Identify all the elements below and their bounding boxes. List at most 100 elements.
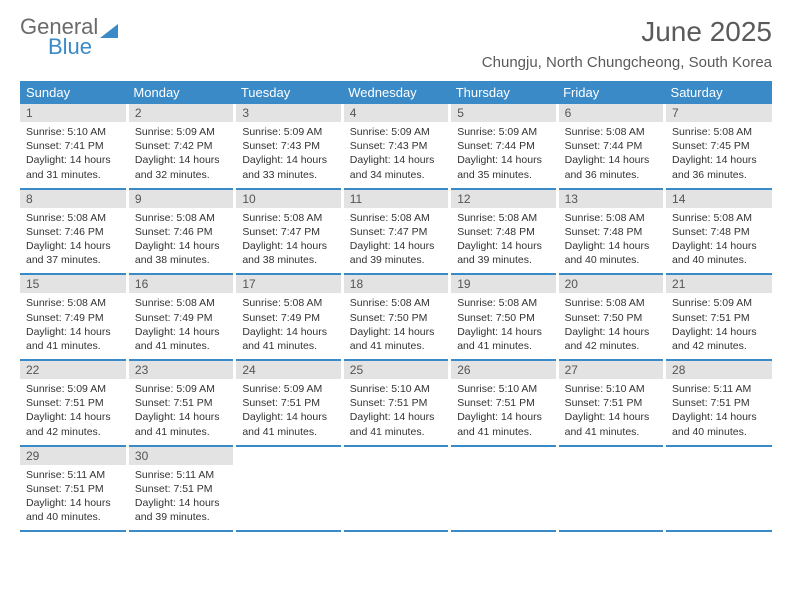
calendar-cell: 7Sunrise: 5:08 AMSunset: 7:45 PMDaylight… <box>665 104 772 189</box>
sunrise-text: Sunrise: 5:09 AM <box>350 125 442 139</box>
day-body: Sunrise: 5:09 AMSunset: 7:51 PMDaylight:… <box>666 293 772 359</box>
daylight-text: Daylight: 14 hours <box>242 153 334 167</box>
sunrise-text: Sunrise: 5:09 AM <box>242 125 334 139</box>
day-number: 12 <box>451 190 555 208</box>
sunset-text: Sunset: 7:51 PM <box>457 396 549 410</box>
daylight-text: Daylight: 14 hours <box>672 325 766 339</box>
daylight-text: and 41 minutes. <box>26 339 120 353</box>
sunset-text: Sunset: 7:49 PM <box>242 311 334 325</box>
sunrise-text: Sunrise: 5:08 AM <box>457 211 549 225</box>
sunrise-text: Sunrise: 5:08 AM <box>26 296 120 310</box>
daylight-text: Daylight: 14 hours <box>135 153 227 167</box>
sunset-text: Sunset: 7:48 PM <box>565 225 657 239</box>
day-body: Sunrise: 5:08 AMSunset: 7:48 PMDaylight:… <box>559 208 663 274</box>
daylight-text: and 41 minutes. <box>242 425 334 439</box>
day-number: 7 <box>666 104 772 122</box>
day-number: 27 <box>559 361 663 379</box>
calendar-cell: 30Sunrise: 5:11 AMSunset: 7:51 PMDayligh… <box>127 446 234 532</box>
day-body: Sunrise: 5:08 AMSunset: 7:49 PMDaylight:… <box>129 293 233 359</box>
sunrise-text: Sunrise: 5:09 AM <box>26 382 120 396</box>
sunrise-text: Sunrise: 5:08 AM <box>565 125 657 139</box>
day-body: Sunrise: 5:08 AMSunset: 7:50 PMDaylight:… <box>344 293 448 359</box>
sunset-text: Sunset: 7:51 PM <box>350 396 442 410</box>
daylight-text: and 42 minutes. <box>26 425 120 439</box>
daylight-text: Daylight: 14 hours <box>565 153 657 167</box>
sunrise-text: Sunrise: 5:08 AM <box>350 211 442 225</box>
calendar-cell: 9Sunrise: 5:08 AMSunset: 7:46 PMDaylight… <box>127 189 234 275</box>
day-number: 11 <box>344 190 448 208</box>
day-body: Sunrise: 5:08 AMSunset: 7:50 PMDaylight:… <box>559 293 663 359</box>
location-text: Chungju, North Chungcheong, South Korea <box>482 54 772 71</box>
daylight-text: and 33 minutes. <box>242 168 334 182</box>
day-number: 9 <box>129 190 233 208</box>
calendar-cell: 28Sunrise: 5:11 AMSunset: 7:51 PMDayligh… <box>665 360 772 446</box>
sunset-text: Sunset: 7:51 PM <box>242 396 334 410</box>
sunset-text: Sunset: 7:46 PM <box>26 225 120 239</box>
daylight-text: and 40 minutes. <box>672 253 766 267</box>
calendar-cell: 15Sunrise: 5:08 AMSunset: 7:49 PMDayligh… <box>20 274 127 360</box>
sunset-text: Sunset: 7:51 PM <box>565 396 657 410</box>
daylight-text: Daylight: 14 hours <box>26 153 120 167</box>
calendar-row: 8Sunrise: 5:08 AMSunset: 7:46 PMDaylight… <box>20 189 772 275</box>
daylight-text: Daylight: 14 hours <box>350 410 442 424</box>
sunset-text: Sunset: 7:44 PM <box>457 139 549 153</box>
day-body: Sunrise: 5:10 AMSunset: 7:51 PMDaylight:… <box>344 379 448 445</box>
daylight-text: Daylight: 14 hours <box>350 239 442 253</box>
day-body: Sunrise: 5:10 AMSunset: 7:51 PMDaylight:… <box>451 379 555 445</box>
daylight-text: Daylight: 14 hours <box>457 325 549 339</box>
calendar-cell: 20Sunrise: 5:08 AMSunset: 7:50 PMDayligh… <box>557 274 664 360</box>
calendar-row: 15Sunrise: 5:08 AMSunset: 7:49 PMDayligh… <box>20 274 772 360</box>
day-body: Sunrise: 5:11 AMSunset: 7:51 PMDaylight:… <box>129 465 233 531</box>
month-title: June 2025 <box>482 16 772 48</box>
daylight-text: Daylight: 14 hours <box>565 239 657 253</box>
day-body: Sunrise: 5:08 AMSunset: 7:46 PMDaylight:… <box>20 208 126 274</box>
day-body: Sunrise: 5:09 AMSunset: 7:43 PMDaylight:… <box>344 122 448 188</box>
sunset-text: Sunset: 7:48 PM <box>457 225 549 239</box>
sunset-text: Sunset: 7:50 PM <box>350 311 442 325</box>
daylight-text: and 40 minutes. <box>672 425 766 439</box>
calendar-cell: ..... <box>342 446 449 532</box>
calendar-cell: 25Sunrise: 5:10 AMSunset: 7:51 PMDayligh… <box>342 360 449 446</box>
weekday-header: Friday <box>557 81 664 104</box>
calendar-cell: 13Sunrise: 5:08 AMSunset: 7:48 PMDayligh… <box>557 189 664 275</box>
brand-part2: Blue <box>48 36 118 58</box>
calendar-cell: 22Sunrise: 5:09 AMSunset: 7:51 PMDayligh… <box>20 360 127 446</box>
sunrise-text: Sunrise: 5:09 AM <box>672 296 766 310</box>
day-body: Sunrise: 5:08 AMSunset: 7:48 PMDaylight:… <box>666 208 772 274</box>
day-number: 6 <box>559 104 663 122</box>
daylight-text: Daylight: 14 hours <box>350 153 442 167</box>
sunrise-text: Sunrise: 5:10 AM <box>457 382 549 396</box>
daylight-text: and 41 minutes. <box>242 339 334 353</box>
sunrise-text: Sunrise: 5:08 AM <box>457 296 549 310</box>
daylight-text: and 41 minutes. <box>135 339 227 353</box>
sunset-text: Sunset: 7:51 PM <box>672 311 766 325</box>
calendar-cell: 12Sunrise: 5:08 AMSunset: 7:48 PMDayligh… <box>450 189 557 275</box>
calendar-cell: 11Sunrise: 5:08 AMSunset: 7:47 PMDayligh… <box>342 189 449 275</box>
day-body: Sunrise: 5:09 AMSunset: 7:51 PMDaylight:… <box>129 379 233 445</box>
sunrise-text: Sunrise: 5:08 AM <box>350 296 442 310</box>
calendar-table: Sunday Monday Tuesday Wednesday Thursday… <box>20 81 772 532</box>
calendar-cell: 8Sunrise: 5:08 AMSunset: 7:46 PMDaylight… <box>20 189 127 275</box>
daylight-text: Daylight: 14 hours <box>242 410 334 424</box>
day-number: 23 <box>129 361 233 379</box>
day-body: Sunrise: 5:11 AMSunset: 7:51 PMDaylight:… <box>666 379 772 445</box>
calendar-cell: 6Sunrise: 5:08 AMSunset: 7:44 PMDaylight… <box>557 104 664 189</box>
daylight-text: and 41 minutes. <box>135 425 227 439</box>
sunset-text: Sunset: 7:50 PM <box>565 311 657 325</box>
daylight-text: and 37 minutes. <box>26 253 120 267</box>
calendar-cell: 5Sunrise: 5:09 AMSunset: 7:44 PMDaylight… <box>450 104 557 189</box>
weekday-header: Monday <box>127 81 234 104</box>
daylight-text: Daylight: 14 hours <box>26 239 120 253</box>
day-number: 28 <box>666 361 772 379</box>
sunrise-text: Sunrise: 5:11 AM <box>672 382 766 396</box>
weekday-header: Tuesday <box>235 81 342 104</box>
calendar-cell: 2Sunrise: 5:09 AMSunset: 7:42 PMDaylight… <box>127 104 234 189</box>
sunrise-text: Sunrise: 5:08 AM <box>672 125 766 139</box>
daylight-text: and 39 minutes. <box>350 253 442 267</box>
day-body: Sunrise: 5:08 AMSunset: 7:47 PMDaylight:… <box>236 208 340 274</box>
sunrise-text: Sunrise: 5:09 AM <box>135 125 227 139</box>
day-number: 10 <box>236 190 340 208</box>
daylight-text: and 40 minutes. <box>26 510 120 524</box>
day-body: Sunrise: 5:08 AMSunset: 7:49 PMDaylight:… <box>236 293 340 359</box>
sunset-text: Sunset: 7:47 PM <box>242 225 334 239</box>
